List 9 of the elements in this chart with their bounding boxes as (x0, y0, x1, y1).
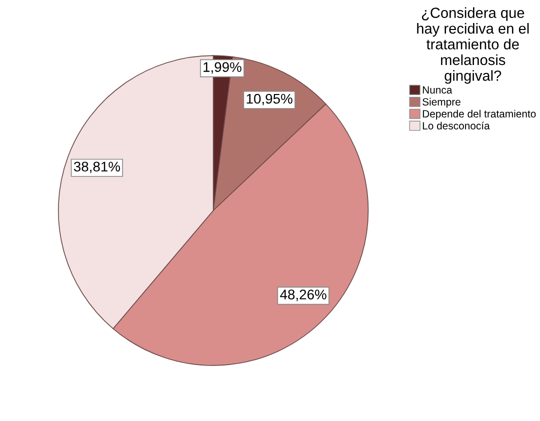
data-label: 1,99% (204, 62, 242, 74)
data-label: 10,95% (246, 94, 292, 106)
legend-label: Siempre (422, 98, 460, 108)
data-label: 38,81% (74, 162, 120, 174)
legend-label: Nunca (422, 86, 452, 94)
legend-label: Lo desconocía (422, 122, 490, 130)
data-label: 48,26% (280, 290, 326, 302)
legend-title: ¿Considera que hay recidiva en el tratamiento de melanosis gingival? (417, 7, 529, 84)
legend-label: Depende del tratamiento (422, 110, 536, 120)
